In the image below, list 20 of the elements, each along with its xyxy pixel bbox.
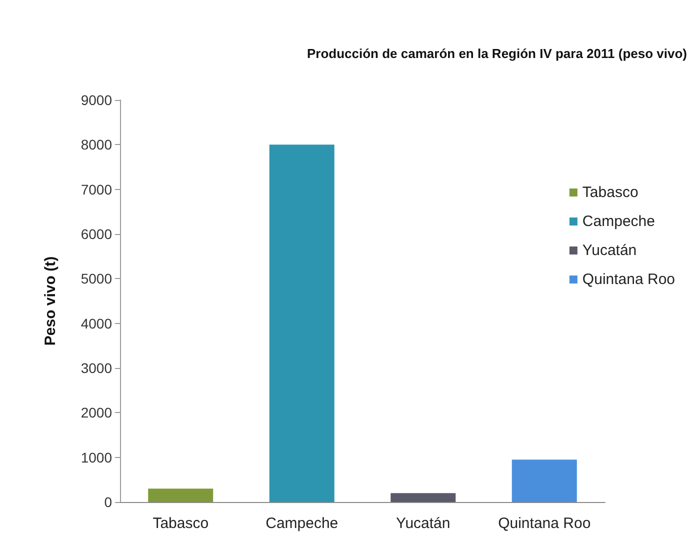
x-tick-label: Campeche <box>266 515 338 532</box>
legend-label: Quintana Roo <box>582 271 676 288</box>
y-tick-label: 9000 <box>80 92 112 108</box>
x-tick-label: Quintana Roo <box>498 515 591 532</box>
y-tick-label: 4000 <box>80 315 112 332</box>
legend-label: Campeche <box>582 213 655 230</box>
legend-label: Yucatán <box>582 242 637 259</box>
y-axis-title: Peso vivo (t) <box>42 256 59 346</box>
x-tick-label: Tabasco <box>152 515 209 532</box>
y-tick-label: 7000 <box>80 181 112 198</box>
legend-label: Tabasco <box>582 184 638 201</box>
y-tick-label: 3000 <box>80 360 112 376</box>
y-tick-label: 5000 <box>80 270 112 287</box>
y-tick-label: 0 <box>104 494 112 510</box>
y-tick-label: 1000 <box>80 449 112 466</box>
chart-title: Producción de camarón en la Región IV para 2011 (peso vivo) <box>306 46 688 61</box>
x-tick-label: Yucatán <box>396 515 450 532</box>
y-tick-label: 6000 <box>80 226 112 242</box>
y-tick-label: 2000 <box>80 404 112 421</box>
y-tick-label: 8000 <box>80 136 112 153</box>
